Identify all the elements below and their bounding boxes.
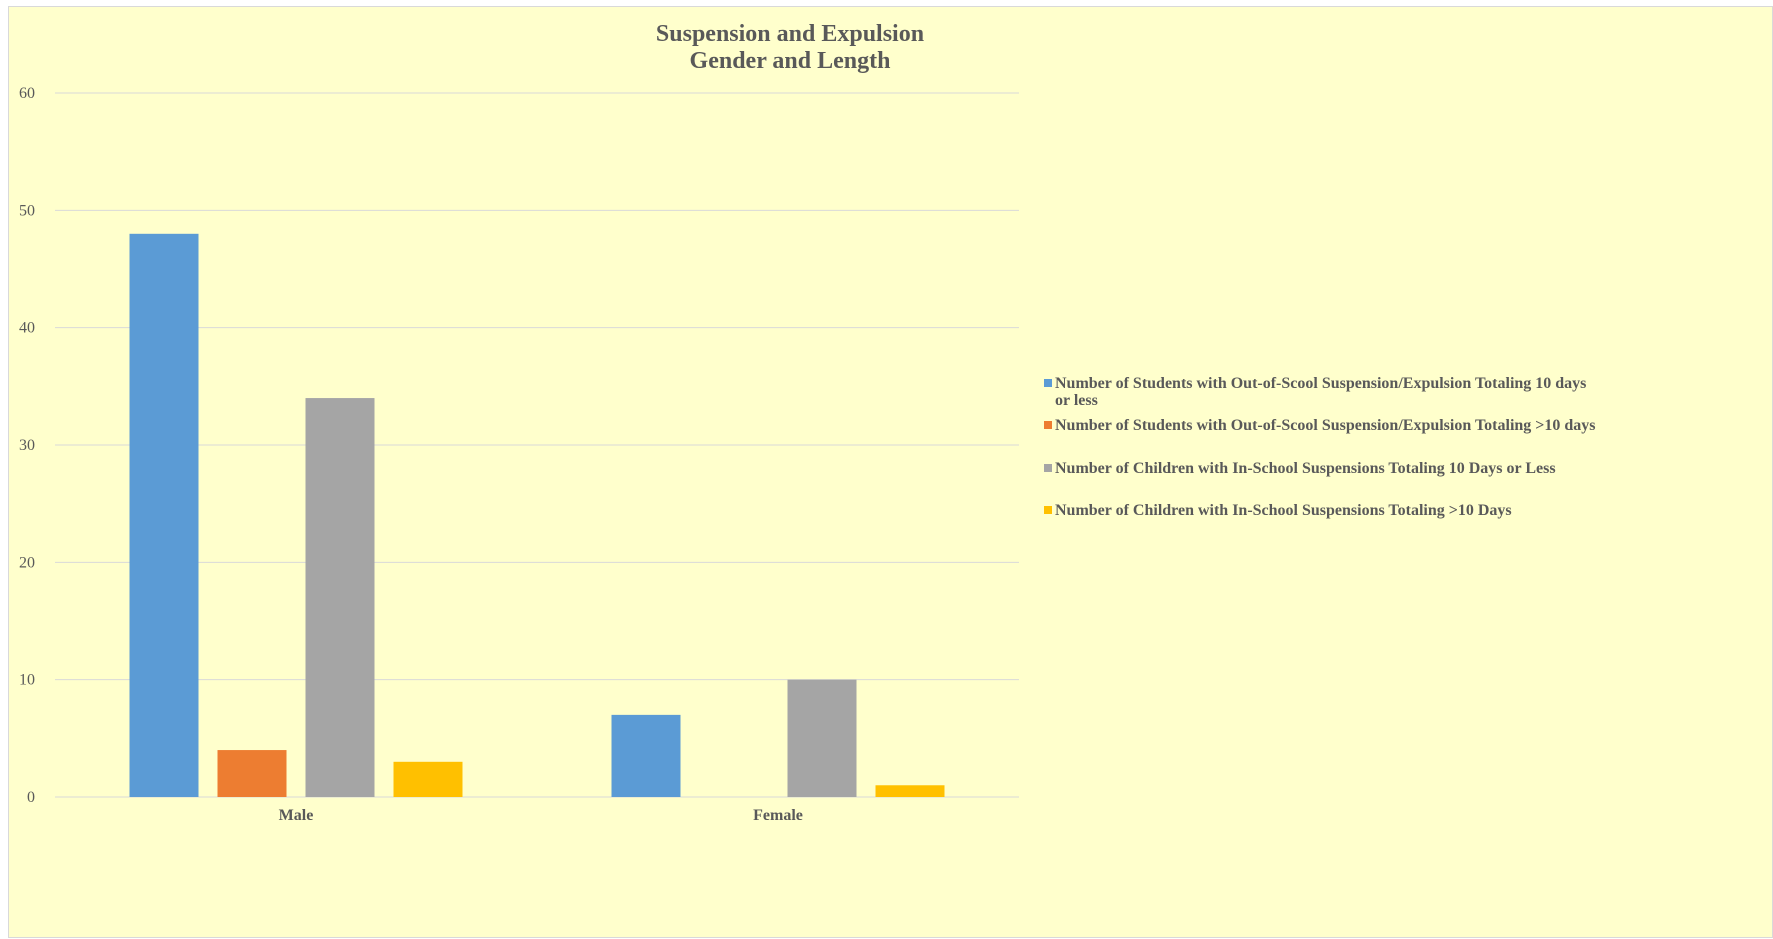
- bars: [129, 233, 945, 798]
- y-tick-label: 60: [19, 85, 35, 102]
- y-tick-label: 0: [27, 789, 35, 806]
- y-tick-label: 30: [19, 437, 35, 454]
- y-axis-ticks: 0 10 20 30 40 50 60: [19, 85, 35, 806]
- bar-male-series-2: [217, 750, 287, 797]
- x-axis-categories: Male Female: [279, 807, 803, 824]
- chart-area: Suspension and Expulsion Gender and Lengt…: [8, 6, 1773, 938]
- legend-swatch: [1044, 464, 1052, 472]
- bar-female-series-4: [875, 785, 945, 797]
- legend-swatch: [1044, 421, 1052, 429]
- gridlines: [55, 92, 1019, 798]
- y-tick-label: 10: [19, 672, 35, 689]
- bar-female-series-1: [611, 714, 681, 797]
- chart-title-line: Suspension and Expulsion: [656, 21, 924, 47]
- legend-swatch: [1044, 379, 1052, 387]
- legend-label: Number of Students with Out-of-Scool Sus…: [1055, 375, 1586, 392]
- legend-label: or less: [1055, 392, 1098, 409]
- legend-label: Number of Children with In-School Suspen…: [1055, 460, 1556, 477]
- legend-label: Number of Children with In-School Suspen…: [1055, 502, 1512, 519]
- legend-label: Number of Students with Out-of-Scool Sus…: [1055, 417, 1596, 434]
- y-tick-label: 50: [19, 202, 35, 219]
- category-label: Female: [753, 807, 803, 824]
- y-tick-label: 40: [19, 320, 35, 337]
- bar-male-series-4: [393, 761, 463, 797]
- legend-swatch: [1044, 506, 1052, 514]
- y-tick-label: 20: [19, 554, 35, 571]
- category-label: Male: [279, 807, 314, 824]
- chart-title-line: Gender and Length: [690, 48, 891, 74]
- bar-male-series-3: [305, 398, 375, 797]
- bar-male-series-1: [129, 233, 199, 798]
- bar-female-series-3: [787, 679, 857, 797]
- legend: Number of Students with Out-of-Scool Sus…: [1044, 375, 1596, 519]
